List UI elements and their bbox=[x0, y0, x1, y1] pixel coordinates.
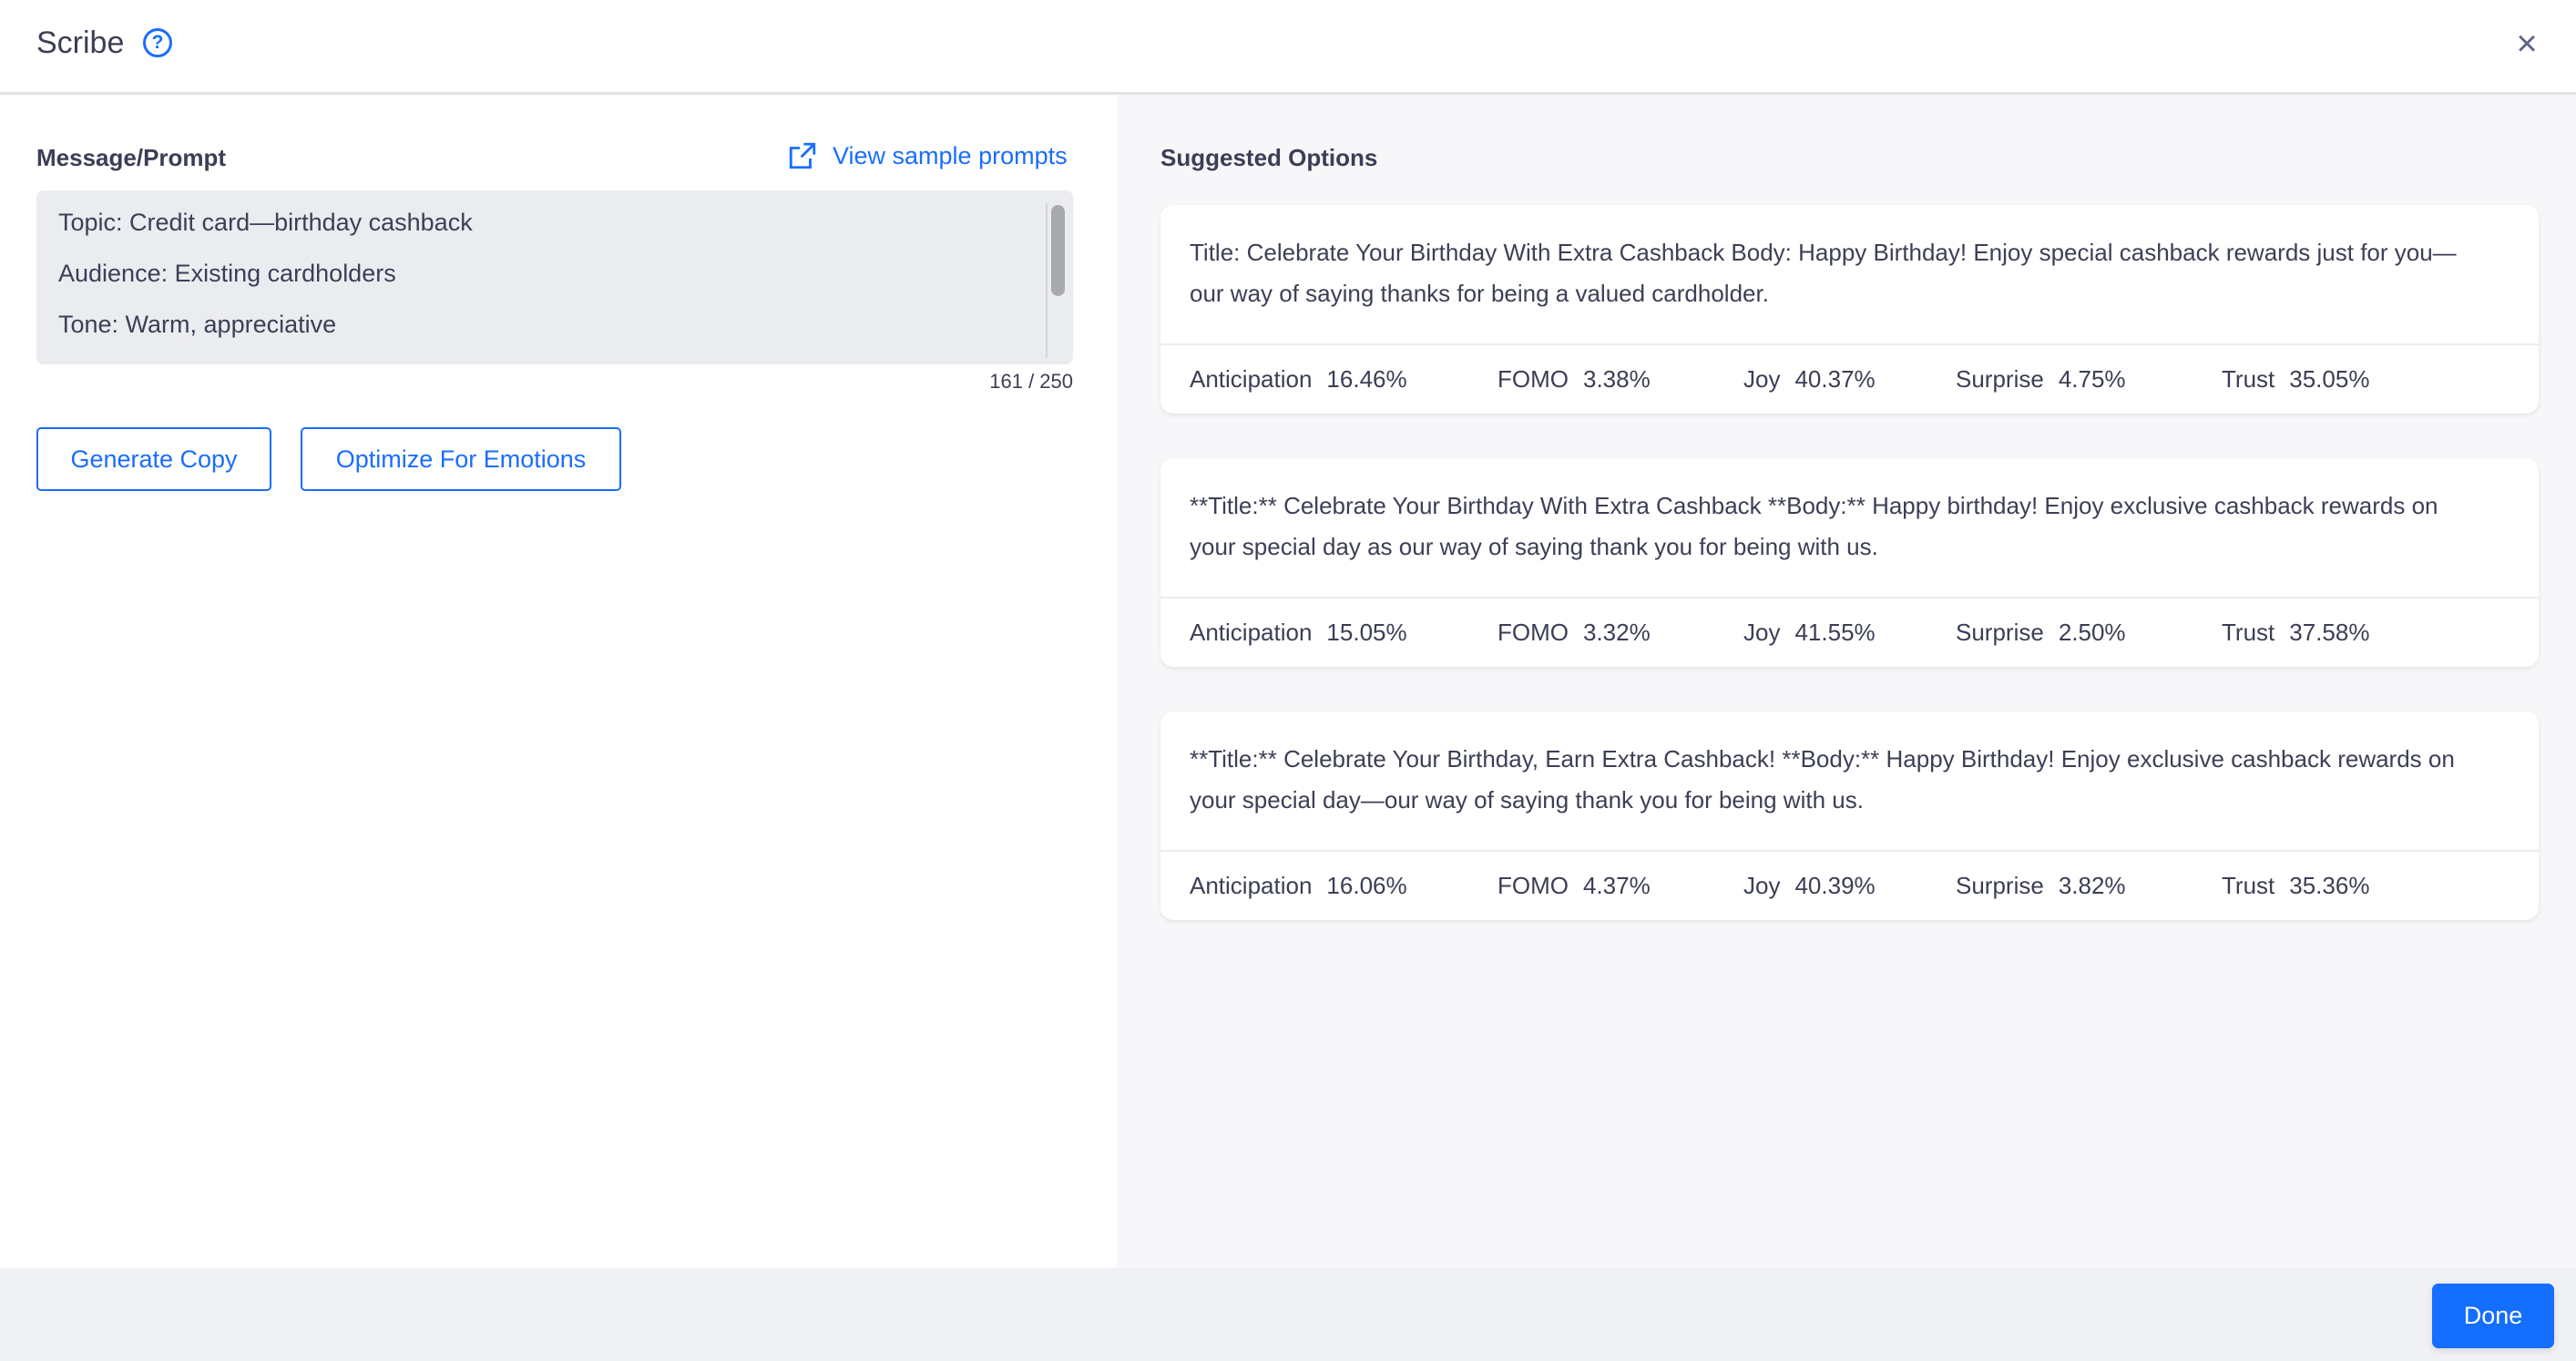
suggestion-card[interactable]: **Title:** Celebrate Your Birthday With … bbox=[1160, 458, 2539, 667]
metric-name: Surprise bbox=[1956, 619, 2044, 646]
optimize-for-emotions-button[interactable]: Optimize For Emotions bbox=[301, 427, 621, 491]
metric-value: 35.36% bbox=[2289, 872, 2370, 899]
emotion-metric: Anticipation 15.05% bbox=[1190, 619, 1407, 647]
metric-value: 4.75% bbox=[2058, 365, 2126, 393]
metric-name: Anticipation bbox=[1190, 619, 1313, 646]
metric-value: 16.06% bbox=[1326, 872, 1407, 899]
emotion-metric: Joy 40.39% bbox=[1743, 872, 1876, 900]
prompt-line: Audience: Existing cardholders bbox=[58, 260, 396, 287]
metric-value: 4.37% bbox=[1583, 872, 1651, 899]
metric-value: 40.37% bbox=[1794, 365, 1876, 393]
metric-value: 35.05% bbox=[2289, 365, 2370, 393]
prompt-textarea[interactable]: Topic: Credit card—birthday cashback Aud… bbox=[36, 190, 1073, 364]
character-counter: 161 / 250 bbox=[989, 370, 1073, 393]
view-sample-prompts-label: View sample prompts bbox=[833, 141, 1068, 169]
suggestion-text: Title: Celebrate Your Birthday With Extr… bbox=[1190, 239, 2457, 307]
emotion-metric: Surprise 2.50% bbox=[1956, 619, 2126, 647]
metric-value: 41.55% bbox=[1794, 619, 1876, 646]
emotion-metric: Surprise 3.82% bbox=[1956, 872, 2126, 900]
emotion-metric: Trust 35.36% bbox=[2222, 872, 2369, 900]
suggestion-text: **Title:** Celebrate Your Birthday With … bbox=[1190, 492, 2438, 560]
metric-value: 37.58% bbox=[2289, 619, 2370, 646]
metric-name: Anticipation bbox=[1190, 365, 1313, 393]
metric-value: 3.82% bbox=[2058, 872, 2126, 899]
generate-copy-button[interactable]: Generate Copy bbox=[36, 427, 271, 491]
metric-name: Joy bbox=[1743, 365, 1781, 393]
metric-value: 3.32% bbox=[1583, 619, 1651, 646]
done-button[interactable]: Done bbox=[2432, 1284, 2554, 1348]
metric-name: Trust bbox=[2222, 365, 2275, 393]
emotion-metric: FOMO 3.38% bbox=[1498, 365, 1651, 394]
metric-name: Anticipation bbox=[1190, 872, 1313, 899]
metric-name: Surprise bbox=[1956, 365, 2044, 393]
divider bbox=[1160, 343, 2539, 345]
suggestion-card[interactable]: Title: Celebrate Your Birthday With Extr… bbox=[1160, 205, 2539, 414]
question-circle-icon[interactable]: ? bbox=[143, 28, 172, 57]
emotion-metric: FOMO 4.37% bbox=[1498, 872, 1651, 900]
metric-name: Trust bbox=[2222, 619, 2275, 646]
dialog-title: Scribe bbox=[36, 26, 125, 60]
suggestion-text: **Title:** Celebrate Your Birthday, Earn… bbox=[1190, 745, 2455, 814]
prompt-label: Message/Prompt bbox=[36, 144, 227, 171]
view-sample-prompts-link[interactable]: View sample prompts bbox=[787, 140, 1068, 171]
metric-value: 2.50% bbox=[2058, 619, 2126, 646]
metric-name: FOMO bbox=[1498, 619, 1569, 646]
metric-value: 40.39% bbox=[1794, 872, 1876, 899]
divider bbox=[1160, 850, 2539, 852]
scrollbar-thumb[interactable] bbox=[1051, 205, 1065, 296]
dialog-footer: Done bbox=[0, 1268, 2576, 1361]
metric-name: FOMO bbox=[1498, 365, 1569, 393]
emotion-metric: Anticipation 16.06% bbox=[1190, 872, 1407, 900]
emotion-metric: Trust 37.58% bbox=[2222, 619, 2369, 647]
metric-value: 3.38% bbox=[1583, 365, 1651, 393]
metric-value: 15.05% bbox=[1326, 619, 1407, 646]
metric-name: FOMO bbox=[1498, 872, 1569, 899]
metric-name: Joy bbox=[1743, 872, 1781, 899]
prompt-line: Topic: Credit card—birthday cashback bbox=[58, 209, 473, 236]
emotion-metric: FOMO 3.32% bbox=[1498, 619, 1651, 647]
metric-name: Surprise bbox=[1956, 872, 2044, 899]
external-link-icon bbox=[789, 142, 816, 169]
close-icon[interactable]: × bbox=[2516, 24, 2538, 64]
prompt-panel: Message/Prompt View sample prompts Topic… bbox=[0, 95, 1117, 1268]
metric-value: 16.46% bbox=[1326, 365, 1407, 393]
emotion-metric: Joy 40.37% bbox=[1743, 365, 1876, 394]
prompt-line: Tone: Warm, appreciative bbox=[58, 311, 337, 338]
dialog-header: Scribe ? × bbox=[0, 0, 2576, 95]
suggestion-card[interactable]: **Title:** Celebrate Your Birthday, Earn… bbox=[1160, 711, 2539, 920]
emotion-metric: Joy 41.55% bbox=[1743, 619, 1876, 647]
metric-name: Trust bbox=[2222, 872, 2275, 899]
emotion-metric: Trust 35.05% bbox=[2222, 365, 2369, 394]
divider bbox=[1160, 597, 2539, 599]
emotion-metric: Anticipation 16.46% bbox=[1190, 365, 1407, 394]
metric-name: Joy bbox=[1743, 619, 1781, 646]
suggestions-label: Suggested Options bbox=[1160, 144, 1378, 171]
emotion-metric: Surprise 4.75% bbox=[1956, 365, 2126, 394]
scrollbar-track bbox=[1046, 203, 1048, 358]
suggestions-panel: Suggested Options Title: Celebrate Your … bbox=[1117, 95, 2576, 1268]
